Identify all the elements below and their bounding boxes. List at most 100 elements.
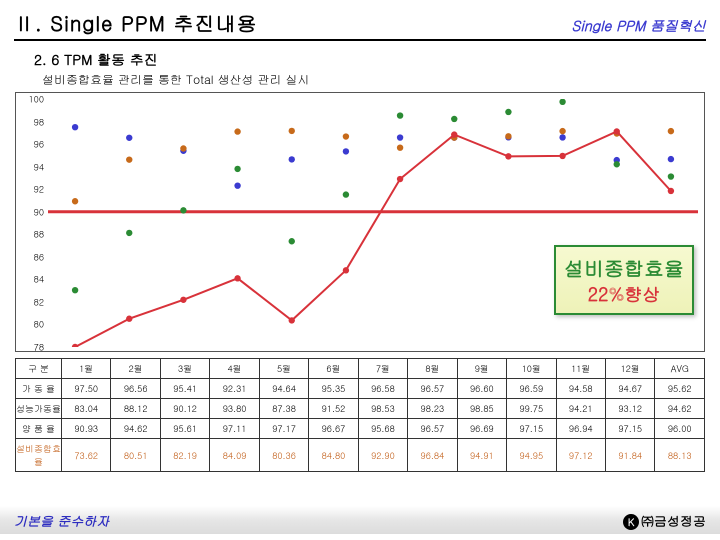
table-cell: 97.15 <box>507 419 556 439</box>
callout-line1: 설비종합효율 <box>564 253 684 282</box>
table-cell: 97.50 <box>62 379 111 399</box>
section-description: 설비종합효율 관리를 통한 Total 생산성 관리 실시 <box>42 71 706 88</box>
y-tick-label: 88 <box>34 228 44 241</box>
table-row-header: 양 품 율 <box>16 419 62 439</box>
table-col-header: 9월 <box>457 359 506 379</box>
table-cell: 98.23 <box>408 399 457 419</box>
table-cell: 84.80 <box>309 439 358 472</box>
company-logo-icon: K <box>623 514 639 530</box>
chart-callout: 설비종합효율 22%향상 <box>554 245 694 315</box>
table-cell: 82.19 <box>160 439 209 472</box>
table-cell: 84.09 <box>210 439 259 472</box>
table-row: 설비종합효율73.6280.5182.1984.0980.3684.8092.9… <box>16 439 705 472</box>
table-cell: 96.58 <box>358 379 407 399</box>
table-cell: 94.21 <box>556 399 605 419</box>
table-cell: 88.12 <box>111 399 160 419</box>
tpm-chart: 7880828486889092949698100 설비종합효율 22%향상 <box>15 92 705 352</box>
table-cell: 94.91 <box>457 439 506 472</box>
table-cell: 95.68 <box>358 419 407 439</box>
y-tick-label: 94 <box>34 160 44 173</box>
table-row-header: 성능가동율 <box>16 399 62 419</box>
table-cell: 94.58 <box>556 379 605 399</box>
table-cell: 94.67 <box>605 379 654 399</box>
y-tick-label: 78 <box>34 341 44 354</box>
table-cell: 97.11 <box>210 419 259 439</box>
y-tick-label: 96 <box>34 138 44 151</box>
y-tick-label: 90 <box>34 205 44 218</box>
table-cell: 94.62 <box>111 419 160 439</box>
table-row: 양 품 율90.9394.6295.6197.1197.1796.6795.68… <box>16 419 705 439</box>
table-corner: 구 분 <box>16 359 62 379</box>
table-cell: 96.60 <box>457 379 506 399</box>
table-cell: 97.12 <box>556 439 605 472</box>
table-cell: 88.13 <box>655 439 705 472</box>
y-axis-labels: 7880828486889092949698100 <box>20 93 44 351</box>
table-cell: 95.41 <box>160 379 209 399</box>
table-cell: 95.62 <box>655 379 705 399</box>
table-cell: 94.64 <box>259 379 308 399</box>
table-cell: 96.00 <box>655 419 705 439</box>
table-cell: 98.53 <box>358 399 407 419</box>
table-cell: 97.17 <box>259 419 308 439</box>
page: Ⅱ. Single PPM 추진내용 Single PPM 품질혁신 2. 6 … <box>0 0 720 540</box>
table-col-header: 2월 <box>111 359 160 379</box>
table-cell: 94.95 <box>507 439 556 472</box>
table-cell: 80.36 <box>259 439 308 472</box>
table-cell: 96.57 <box>408 419 457 439</box>
table-cell: 93.80 <box>210 399 259 419</box>
table-header-row: 구 분1월2월3월4월5월6월7월8월9월10월11월12월AVG <box>16 359 705 379</box>
table-col-header: 7월 <box>358 359 407 379</box>
table-cell: 96.67 <box>309 419 358 439</box>
table-cell: 90.93 <box>62 419 111 439</box>
table-cell: 93.12 <box>605 399 654 419</box>
table-cell: 95.61 <box>160 419 209 439</box>
table-col-header: 6월 <box>309 359 358 379</box>
y-tick-label: 84 <box>34 273 44 286</box>
page-title: Ⅱ. Single PPM 추진내용 <box>14 8 258 37</box>
table-cell: 96.84 <box>408 439 457 472</box>
table-row: 가 동 율97.5096.5695.4192.3194.6495.3596.58… <box>16 379 705 399</box>
footer-slogan: 기본을 준수하자 <box>14 511 109 530</box>
table-cell: 80.51 <box>111 439 160 472</box>
table-cell: 99.75 <box>507 399 556 419</box>
table-cell: 91.84 <box>605 439 654 472</box>
table-cell: 96.69 <box>457 419 506 439</box>
table-row-header: 가 동 율 <box>16 379 62 399</box>
page-subtitle-right: Single PPM 품질혁신 <box>571 15 706 35</box>
table-cell: 96.57 <box>408 379 457 399</box>
y-tick-label: 98 <box>34 115 44 128</box>
table-cell: 96.59 <box>507 379 556 399</box>
table-col-header: 3월 <box>160 359 209 379</box>
table-cell: 91.52 <box>309 399 358 419</box>
table-col-header: 1월 <box>62 359 111 379</box>
y-tick-label: 80 <box>34 318 44 331</box>
table-row: 성능가동율83.0488.1290.1293.8087.3891.5298.53… <box>16 399 705 419</box>
table-col-header: 8월 <box>408 359 457 379</box>
table-cell: 94.62 <box>655 399 705 419</box>
footer: 기본을 준수하자 K㈜금성정공 <box>0 506 720 534</box>
table-col-header: AVG <box>655 359 705 379</box>
footer-company: K㈜금성정공 <box>623 511 706 530</box>
title-bar: Ⅱ. Single PPM 추진내용 Single PPM 품질혁신 <box>14 8 706 41</box>
table-col-header: 11월 <box>556 359 605 379</box>
table-cell: 92.90 <box>358 439 407 472</box>
y-tick-label: 82 <box>34 295 44 308</box>
table-cell: 87.38 <box>259 399 308 419</box>
table-cell: 83.04 <box>62 399 111 419</box>
table-col-header: 5월 <box>259 359 308 379</box>
table-cell: 95.35 <box>309 379 358 399</box>
company-name: ㈜금성정공 <box>641 511 706 530</box>
table-row-header: 설비종합효율 <box>16 439 62 472</box>
table-col-header: 12월 <box>605 359 654 379</box>
table-col-header: 4월 <box>210 359 259 379</box>
table-col-header: 10월 <box>507 359 556 379</box>
table-cell: 73.62 <box>62 439 111 472</box>
table-cell: 90.12 <box>160 399 209 419</box>
table-cell: 96.94 <box>556 419 605 439</box>
callout-line2: 22%향상 <box>564 282 684 307</box>
table-cell: 98.85 <box>457 399 506 419</box>
y-tick-label: 100 <box>28 93 44 106</box>
data-table: 구 분1월2월3월4월5월6월7월8월9월10월11월12월AVG가 동 율97… <box>15 358 705 472</box>
y-tick-label: 86 <box>34 250 44 263</box>
section-heading: 2. 6 TPM 활동 추진 <box>34 49 706 69</box>
